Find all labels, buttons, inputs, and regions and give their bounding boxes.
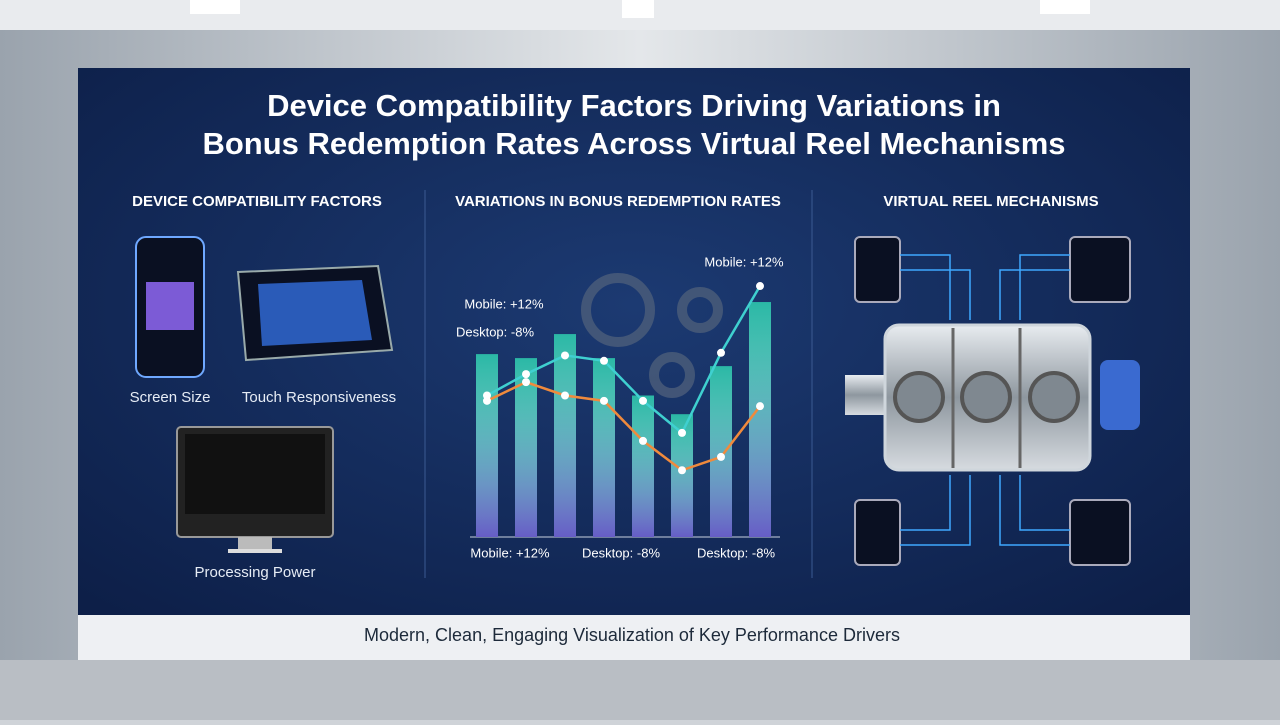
phone-icon xyxy=(135,236,205,378)
trend-point xyxy=(483,391,491,400)
bar-shade xyxy=(632,395,654,537)
bar-shade xyxy=(710,366,732,537)
ceiling-light xyxy=(622,0,654,18)
x-label: Desktop: -8% xyxy=(697,545,775,560)
panel-heading: VARIATIONS IN BONUS REDEMPTION RATES xyxy=(455,193,781,210)
trend-point xyxy=(756,282,764,291)
panel-heading: VIRTUAL REEL MECHANISMS xyxy=(883,193,1098,210)
trend-point xyxy=(639,436,647,445)
trend-point xyxy=(522,370,530,379)
trend-point xyxy=(678,466,686,475)
trend-line xyxy=(486,285,762,435)
bar-shade xyxy=(671,414,693,537)
gear-decoration xyxy=(581,273,723,398)
trend-point xyxy=(600,396,608,405)
monitor-icon xyxy=(176,426,334,553)
trend-line xyxy=(486,380,761,472)
ceiling-light xyxy=(1040,0,1090,14)
trend-point xyxy=(561,351,569,360)
factor-label: Touch Responsiveness xyxy=(242,389,396,406)
tablet-icon xyxy=(236,264,394,362)
title: Bonus Redemption Rates Across Virtual Re… xyxy=(202,126,1065,161)
device-icons xyxy=(854,236,1131,566)
trend-point xyxy=(717,452,725,461)
circuit-lines xyxy=(900,254,1070,546)
floor xyxy=(0,660,1280,720)
trend-point xyxy=(639,396,647,405)
factor-label: Processing Power xyxy=(195,564,316,581)
x-label: Mobile: +12% xyxy=(470,545,550,560)
trend-point xyxy=(561,391,569,400)
footer-text: Modern, Clean, Engaging Visualization of… xyxy=(364,625,900,645)
bar-shade xyxy=(515,358,537,537)
bar-shade xyxy=(476,354,498,537)
reel-drum xyxy=(845,323,1140,472)
annotation: Mobile: +12% xyxy=(704,254,784,269)
bar-shade xyxy=(593,358,615,537)
trend-point xyxy=(522,378,530,387)
bar-shade xyxy=(554,334,576,537)
trend-point xyxy=(600,356,608,365)
trend-point xyxy=(756,402,764,411)
ceiling-light xyxy=(190,0,240,14)
bar-shade xyxy=(749,302,771,537)
trend-point xyxy=(678,428,686,437)
x-label: Desktop: -8% xyxy=(582,545,660,560)
panel-heading: DEVICE COMPATIBILITY FACTORS xyxy=(132,193,382,210)
annotation: Mobile: +12% xyxy=(464,296,544,311)
footer-bar xyxy=(78,615,1190,660)
annotation: Desktop: -8% xyxy=(456,324,534,339)
title: Device Compatibility Factors Driving Var… xyxy=(267,88,1001,123)
plot xyxy=(476,282,771,537)
trend-point xyxy=(717,348,725,357)
factor-label: Screen Size xyxy=(130,389,211,406)
